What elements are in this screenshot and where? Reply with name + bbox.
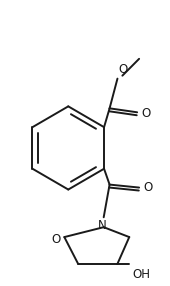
Text: O: O <box>141 107 150 120</box>
Text: O: O <box>51 233 60 246</box>
Text: O: O <box>118 63 128 76</box>
Text: O: O <box>143 181 152 194</box>
Text: OH: OH <box>132 268 150 281</box>
Text: N: N <box>98 219 107 232</box>
